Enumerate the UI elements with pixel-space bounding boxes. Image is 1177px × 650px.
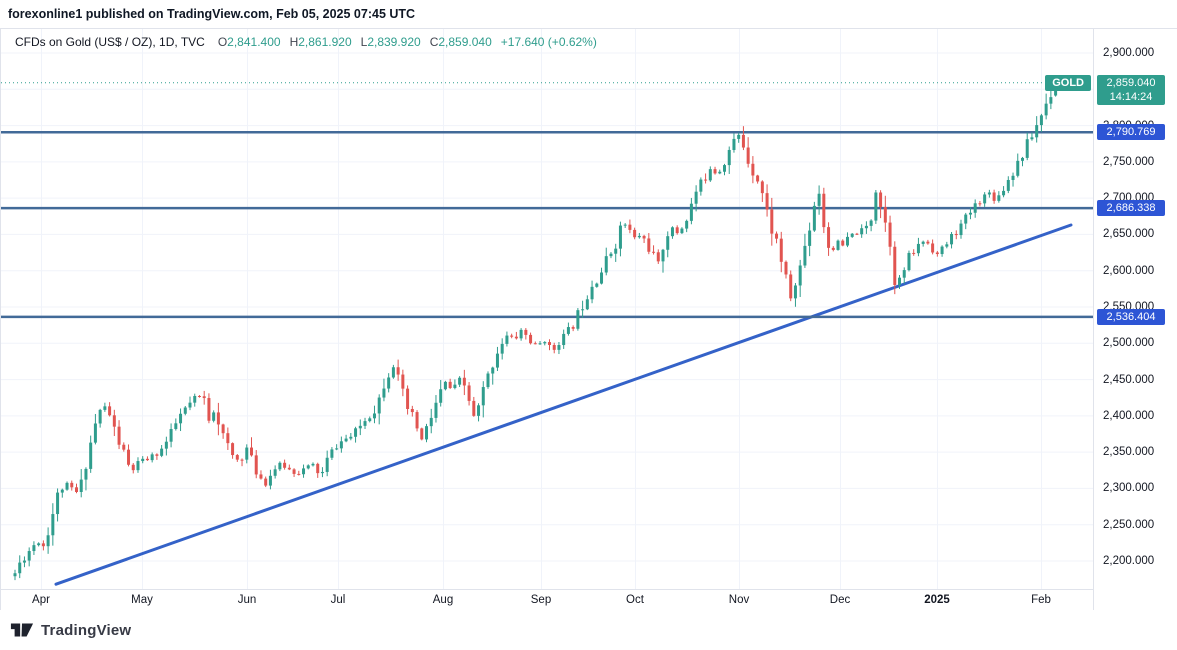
y-axis-label: 2,450.000 [1103,373,1155,386]
x-axis-label: Nov [728,594,750,606]
symbol-legend: CFDs on Gold (US$ / OZ), 1D, TVC O2,841.… [15,35,597,49]
x-axis-label: Aug [432,594,454,606]
attribution-bar: forexonline1 published on TradingView.co… [0,0,1177,28]
y-axis-label: 2,250.000 [1103,518,1155,531]
legend-change: +17.640 (+0.62%) [500,35,597,49]
chart-frame: CFDs on Gold (US$ / OZ), 1D, TVC O2,841.… [0,28,1177,612]
x-axis-label: Sep [530,594,552,606]
x-axis-label: 2025 [924,594,950,606]
candlestick-svg [1,29,1093,589]
legend-close: C2,859.040 [429,35,492,49]
y-axis-label: 2,500.000 [1103,337,1155,350]
x-axis-label: Dec [829,594,851,606]
y-axis-label: 2,600.000 [1103,264,1155,277]
attribution-text: forexonline1 published on TradingView.co… [8,7,416,21]
level-badge-2: 2,536.404 [1097,308,1165,325]
y-axis-label: 2,650.000 [1103,228,1155,241]
last-price-value: 2,859.040 [1106,76,1156,89]
tradingview-logo-icon[interactable] [10,620,34,640]
symbol-price-flag: GOLD [1045,74,1091,91]
y-axis-label: 2,900.000 [1103,47,1155,60]
time-axis[interactable]: Apr May Jun Jul Aug Sep Oct Nov Dec 2025 Feb [1,589,1093,612]
level-badge-1: 2,686.338 [1097,200,1165,217]
footer: TradingView [0,610,1177,650]
price-plot[interactable]: CFDs on Gold (US$ / OZ), 1D, TVC O2,841.… [1,29,1093,589]
legend-open: O2,841.400 [217,35,281,49]
symbol-title[interactable]: CFDs on Gold (US$ / OZ), 1D, TVC [15,35,205,49]
y-axis-label: 2,300.000 [1103,482,1155,495]
y-axis-label: 2,400.000 [1103,409,1155,422]
legend-high: H2,861.920 [289,35,352,49]
y-axis-label: 2,750.000 [1103,155,1155,168]
bar-countdown: 14:14:24 [1109,90,1153,103]
price-axis[interactable]: 2,200.000 2,250.000 2,300.000 2,350.000 2,40… [1093,29,1177,611]
x-axis-label: Jul [330,594,346,606]
x-axis-label: Feb [1031,594,1051,606]
x-axis-label: Apr [32,594,50,606]
x-axis-label: Oct [626,594,644,606]
y-axis-label: 2,350.000 [1103,446,1155,459]
level-badge-0: 2,790.769 [1097,124,1165,141]
x-axis-label: May [131,594,153,606]
y-axis-label: 2,200.000 [1103,554,1155,567]
x-axis-label: Jun [237,594,257,606]
last-price-badge: 2,859.040 14:14:24 [1097,74,1165,105]
brand-name[interactable]: TradingView [41,621,132,639]
legend-low: L2,839.920 [360,35,421,49]
